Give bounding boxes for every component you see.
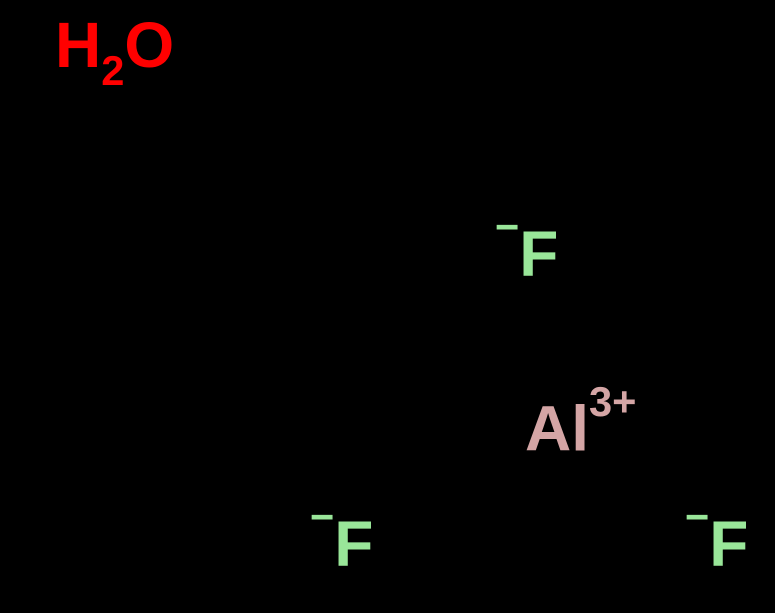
aluminum-symbol: Al bbox=[525, 392, 589, 464]
charge-minus: − bbox=[310, 493, 334, 540]
fluoride-ion-top: −F bbox=[495, 215, 558, 290]
hydrogen-symbol: H bbox=[55, 9, 101, 81]
water-molecule: H2O bbox=[55, 8, 174, 91]
fluorine-symbol: F bbox=[519, 217, 558, 289]
charge-minus: − bbox=[495, 203, 519, 250]
subscript-2: 2 bbox=[101, 47, 124, 94]
fluorine-symbol: F bbox=[334, 507, 373, 579]
oxygen-symbol: O bbox=[124, 9, 174, 81]
charge-3plus: 3+ bbox=[589, 378, 636, 425]
aluminum-ion: Al3+ bbox=[525, 390, 636, 465]
charge-minus: − bbox=[685, 493, 709, 540]
fluoride-ion-right: −F bbox=[685, 505, 748, 580]
fluoride-ion-left: −F bbox=[310, 505, 373, 580]
fluorine-symbol: F bbox=[709, 507, 748, 579]
